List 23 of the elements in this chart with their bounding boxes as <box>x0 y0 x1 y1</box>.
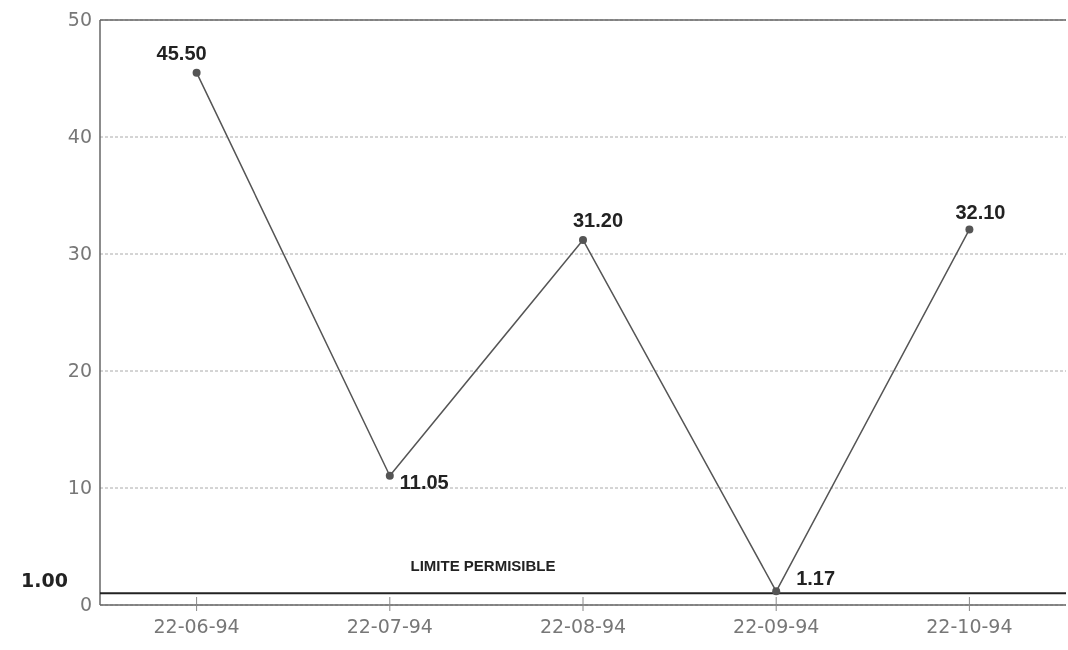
x-tick-label: 22-09-94 <box>733 615 820 637</box>
y-tick-label: 30 <box>67 241 92 264</box>
x-tick-label: 22-06-94 <box>153 615 240 637</box>
data-label: 45.50 <box>156 41 207 64</box>
x-tick-label: 22-08-94 <box>539 615 627 637</box>
point <box>772 587 781 596</box>
point <box>579 235 587 244</box>
data-label: 11.05 <box>399 471 449 493</box>
x-tick-label: 22-10-94 <box>926 615 1013 637</box>
point <box>965 225 974 234</box>
y-tick-label: 0 <box>79 592 92 615</box>
text: 1.00 <box>21 568 68 591</box>
point <box>385 471 394 480</box>
data-label: 32.10 <box>955 200 1006 223</box>
y-tick-label: 10 <box>67 475 92 498</box>
data-label: 31.20 <box>573 209 624 232</box>
point <box>192 68 201 77</box>
data-label: 1.17 <box>796 566 836 589</box>
y-tick-label: 20 <box>67 358 92 381</box>
ref-line-label: LIMITE PERMISIBLE <box>410 557 556 575</box>
y-tick-label: 50 <box>67 7 92 30</box>
y-tick-label: 40 <box>67 124 92 147</box>
x-tick-label: 22-07-94 <box>346 615 433 637</box>
